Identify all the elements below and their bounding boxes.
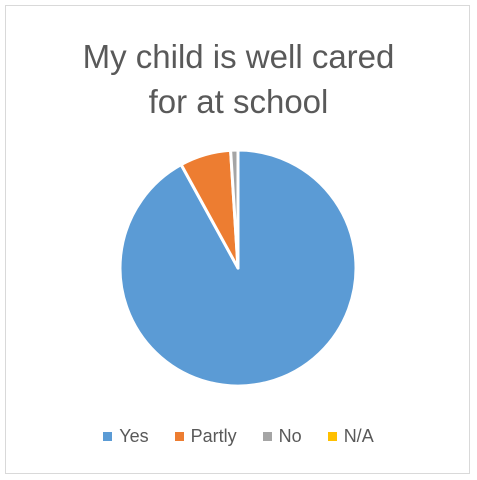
legend-item-na: N/A <box>327 426 374 447</box>
legend-item-yes: Yes <box>103 426 149 447</box>
legend-swatch-yes <box>103 432 113 441</box>
chart-frame: My child is well cared for at school Yes… <box>5 5 470 474</box>
legend-label-partly: Partly <box>190 426 237 446</box>
legend-item-no: No <box>262 426 302 447</box>
chart-title-line-1: My child is well cared <box>82 38 395 75</box>
legend: Yes Partly No N/A <box>6 426 471 447</box>
legend-label-no: No <box>278 426 302 446</box>
pie-chart <box>118 148 358 388</box>
legend-swatch-no <box>262 432 272 441</box>
chart-title: My child is well cared for at school <box>6 34 471 124</box>
legend-swatch-na <box>327 432 337 441</box>
legend-swatch-partly <box>174 432 184 441</box>
legend-item-partly: Partly <box>174 426 237 447</box>
chart-title-line-2: for at school <box>148 83 329 120</box>
legend-label-na: N/A <box>343 426 374 446</box>
legend-label-yes: Yes <box>119 426 149 446</box>
pie-slice-no <box>229 148 240 270</box>
